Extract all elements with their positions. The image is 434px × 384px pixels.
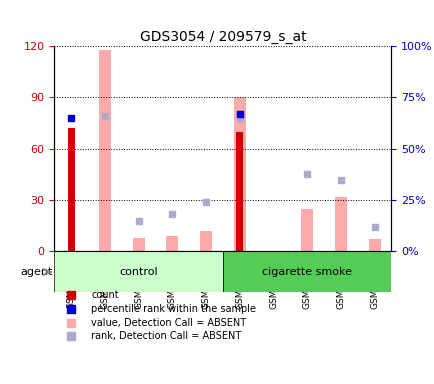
Bar	[166, 236, 178, 252]
Text: cigarette smoke: cigarette smoke	[262, 267, 352, 277]
Bar	[301, 209, 312, 252]
Text: agent: agent	[20, 267, 53, 277]
Bar	[200, 231, 211, 252]
Text: control: control	[119, 267, 158, 277]
Text: percentile rank within the sample: percentile rank within the sample	[91, 304, 256, 314]
FancyBboxPatch shape	[223, 252, 391, 293]
Bar	[68, 128, 75, 252]
Bar	[233, 98, 245, 252]
Text: value, Detection Call = ABSENT: value, Detection Call = ABSENT	[91, 318, 246, 328]
Title: GDS3054 / 209579_s_at: GDS3054 / 209579_s_at	[139, 30, 306, 44]
Bar	[236, 132, 243, 252]
Text: count: count	[91, 290, 119, 300]
Text: rank, Detection Call = ABSENT: rank, Detection Call = ABSENT	[91, 331, 241, 341]
Bar	[368, 240, 380, 252]
Bar	[132, 238, 144, 252]
Bar	[334, 197, 346, 252]
Bar	[99, 50, 111, 252]
FancyBboxPatch shape	[54, 252, 223, 293]
